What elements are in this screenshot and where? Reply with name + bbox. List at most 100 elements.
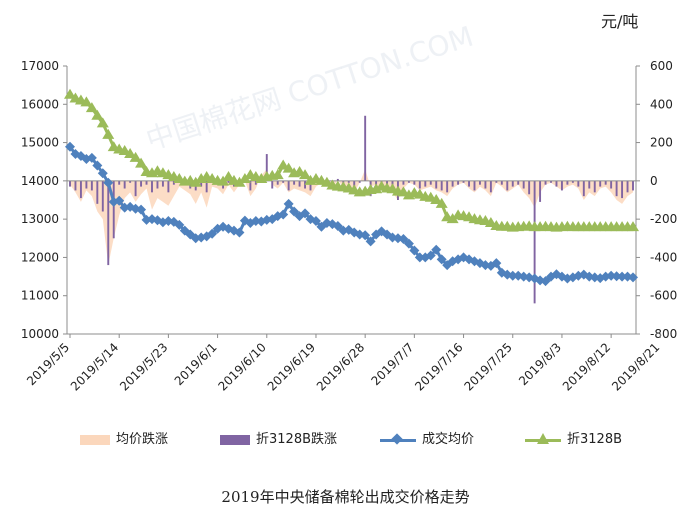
avg-price-point — [628, 272, 638, 283]
bar-3128b-change — [555, 180, 558, 187]
avg-price-point — [300, 208, 311, 219]
bar-3128b-change — [604, 180, 607, 185]
bar-3128b-change — [112, 180, 115, 239]
right-tick-label: -400 — [650, 250, 677, 264]
avg-price-point — [283, 198, 294, 209]
avg-price-point — [103, 177, 114, 188]
bar-3128b-change — [413, 180, 416, 185]
bar-3128b-change — [107, 180, 110, 266]
avg-price-point — [431, 244, 442, 255]
bar-3128b-change — [96, 180, 99, 204]
right-axis-unit-label: 元/吨 — [601, 12, 639, 31]
right-tick-label: 400 — [650, 97, 673, 111]
avg-price-point — [617, 271, 628, 282]
legend-label-avg-price: 成交均价 — [422, 432, 475, 447]
bar-3128b-change — [140, 180, 143, 187]
triangle-marker-icon — [537, 432, 549, 444]
bar-3128b-change — [293, 180, 296, 185]
bar-3128b-change — [309, 180, 312, 191]
avg-price-point — [398, 234, 409, 245]
bar-3128b-change — [528, 180, 531, 195]
avg-price-point — [540, 276, 551, 287]
avg-price-point — [289, 206, 300, 217]
bar-3128b-change — [468, 180, 470, 187]
bar-3128b-change — [544, 180, 547, 185]
avg-price-point — [97, 168, 108, 179]
bar-3128b-change — [200, 180, 203, 187]
price-3128b-point — [96, 117, 109, 128]
legend-swatch-bar — [220, 434, 250, 445]
right-tick-label: 200 — [650, 136, 673, 150]
chart-title: 2019年中央储备棉轮出成交价格走势 — [221, 488, 470, 506]
price-3128b-point — [627, 221, 639, 232]
avg-price-point — [114, 195, 125, 206]
avg-price-point — [174, 219, 185, 230]
bar-3128b-change — [599, 180, 602, 187]
legend: 均价跌涨 折3128B跌涨 成交均价 折3128B — [80, 429, 680, 451]
avg-price-point — [250, 216, 261, 227]
avg-price-point — [365, 236, 376, 247]
bar-3128b-change — [358, 180, 361, 183]
bar-3128b-change — [451, 180, 454, 187]
price-3128b-point — [435, 197, 448, 208]
price-3128b-point — [124, 148, 137, 159]
price-3128b-point — [135, 157, 148, 168]
bar-3128b-change — [522, 180, 525, 189]
bar-3128b-change — [495, 180, 498, 183]
price-3128b-point — [370, 183, 383, 194]
bar-3128b-change — [287, 180, 290, 191]
bar-3128b-change — [123, 180, 126, 189]
x-tick-label: 2019/5/5 — [24, 340, 72, 388]
price-3128b-point — [238, 172, 251, 183]
price-3128b-point — [233, 176, 246, 187]
legend-label-area: 均价跌涨 — [116, 432, 169, 447]
bar-3128b-change — [407, 180, 410, 183]
bar-3128b-change — [101, 180, 104, 212]
bar-3128b-change — [336, 178, 339, 181]
bar-3128b-change — [571, 180, 574, 183]
bar-3128b-change — [550, 180, 552, 183]
bar-3128b-change — [577, 180, 580, 187]
x-tick-label: 2019/8/3 — [516, 340, 564, 388]
bar-3128b-change — [145, 180, 148, 185]
bar-3128b-change — [484, 180, 487, 189]
legend-label-3128b: 折3128B — [567, 432, 623, 447]
bar-3128b-change — [271, 180, 274, 189]
bar-3128b-change — [435, 180, 438, 189]
bar-3128b-change — [500, 180, 503, 185]
left-tick-label: 12000 — [21, 250, 59, 264]
x-tick-label: 2019/5/14 — [68, 340, 121, 393]
price-3128b-point — [430, 194, 443, 204]
price-3128b-point — [102, 128, 115, 139]
bar-3128b-change — [418, 180, 421, 189]
avg-price-point — [403, 238, 414, 249]
bar-3128b-change — [511, 180, 514, 187]
bar-3128b-change — [74, 180, 77, 191]
bar-3128b-change — [429, 180, 432, 185]
bar-3128b-change — [632, 180, 634, 191]
avg-price-point — [332, 221, 343, 232]
bar-3128b-change — [626, 180, 629, 193]
price-3128b-point — [91, 109, 104, 120]
avg-price-point — [507, 270, 518, 281]
bar-3128b-change — [462, 180, 465, 183]
bar-3128b-change — [506, 180, 509, 191]
price-3128b-point — [446, 213, 459, 224]
bar-3128b-change — [85, 180, 88, 189]
bar-3128b-change — [588, 180, 591, 189]
x-tick-label: 2019/6/10 — [215, 340, 268, 393]
bar-3128b-change — [129, 180, 132, 183]
price-3128b-point — [129, 151, 142, 162]
watermark-text: 中国棉花网 COTTON.COM — [142, 20, 477, 157]
avg-price-point — [360, 230, 371, 241]
avg-price-point — [86, 152, 97, 163]
bar-3128b-change — [249, 180, 252, 191]
bar-3128b-change — [151, 180, 153, 193]
avg-price-point — [234, 227, 245, 238]
avg-price-point — [606, 270, 617, 281]
bar-3128b-change — [375, 180, 378, 185]
left-tick-label: 13000 — [21, 212, 59, 226]
line-series-3128b — [69, 93, 633, 230]
bar-3128b-change — [593, 180, 596, 193]
